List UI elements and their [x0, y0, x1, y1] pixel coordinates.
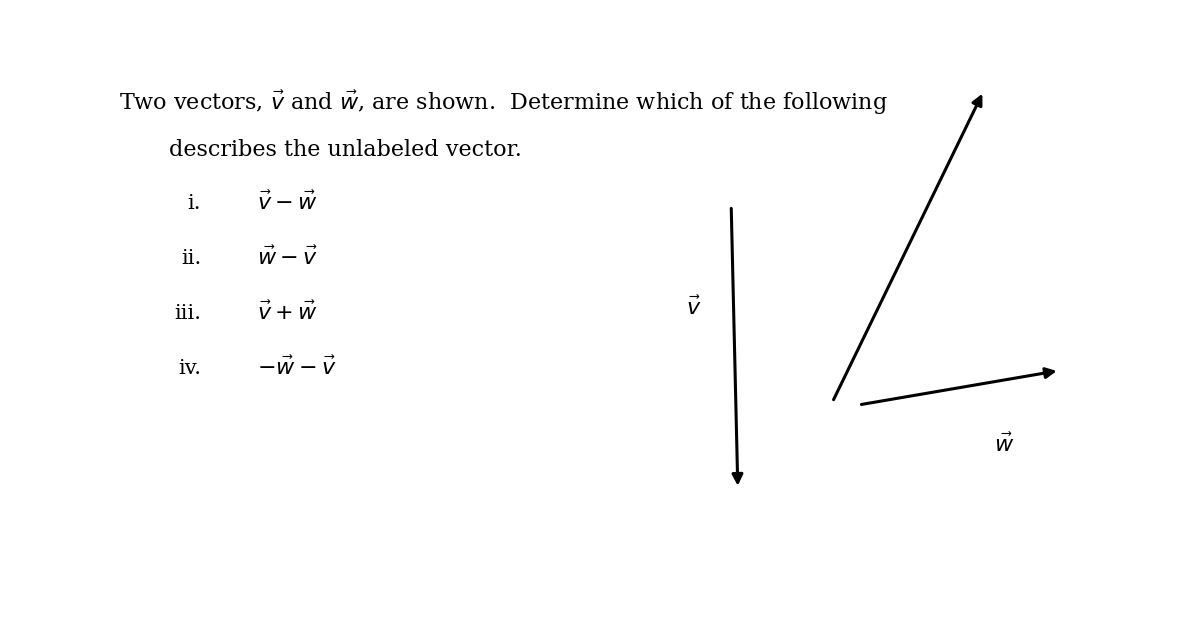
Text: describes the unlabeled vector.: describes the unlabeled vector.	[168, 139, 522, 161]
Text: $\vec{v} + \vec{w}$: $\vec{v} + \vec{w}$	[257, 302, 318, 325]
Text: ii.: ii.	[181, 249, 202, 268]
Text: $\vec{w} - \vec{v}$: $\vec{w} - \vec{v}$	[257, 247, 318, 270]
Text: iv.: iv.	[178, 359, 202, 378]
Text: $-\vec{w} - \vec{v}$: $-\vec{w} - \vec{v}$	[257, 357, 336, 380]
Text: iii.: iii.	[174, 304, 202, 323]
Text: $\vec{w}$: $\vec{w}$	[994, 433, 1014, 456]
Text: i.: i.	[187, 194, 202, 213]
Text: $\vec{v}$: $\vec{v}$	[686, 297, 702, 320]
Text: $\vec{v} - \vec{w}$: $\vec{v} - \vec{w}$	[257, 192, 318, 215]
Text: Two vectors, $\vec{v}$ and $\vec{w}$, are shown.  Determine which of the followi: Two vectors, $\vec{v}$ and $\vec{w}$, ar…	[119, 89, 888, 117]
